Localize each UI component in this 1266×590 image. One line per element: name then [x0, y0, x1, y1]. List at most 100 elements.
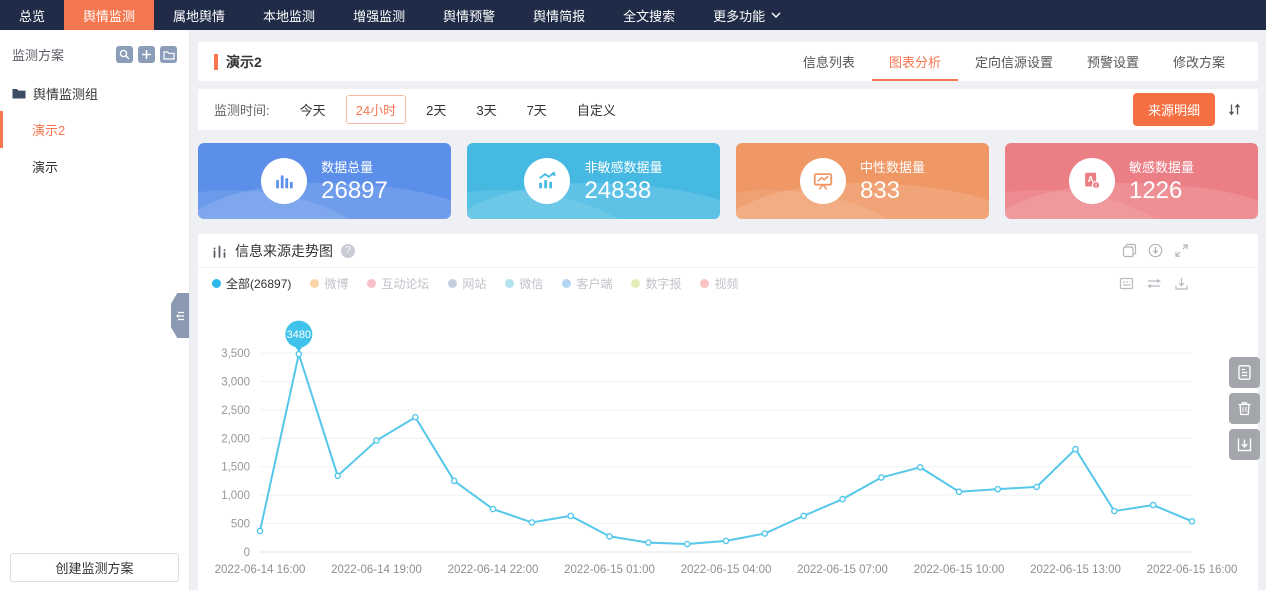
title-accent-bar — [214, 53, 218, 70]
stat-label: 非敏感数据量 — [584, 160, 663, 176]
plus-icon[interactable] — [138, 46, 155, 63]
svg-text:2022-06-15 16:00: 2022-06-15 16:00 — [1147, 564, 1238, 576]
svg-text:2,500: 2,500 — [221, 405, 250, 417]
search-icon[interactable] — [116, 46, 133, 63]
filter-panel: 监测时间: 今天 24小时 2天 3天 7天 自定义 来源明细 — [198, 89, 1258, 130]
tab-label: 信息列表 — [802, 55, 855, 70]
time-option-2d[interactable]: 2天 — [426, 103, 447, 118]
legend-item-all[interactable]: 全部(26897) — [212, 275, 291, 292]
legend-label: 微博 — [324, 276, 349, 291]
copy-icon[interactable] — [1122, 243, 1137, 258]
nav-item-fulltext-search[interactable]: 全文搜索 — [604, 0, 694, 30]
sidebar-item-demo2[interactable]: 演示2 — [0, 111, 189, 148]
legend-dot — [700, 278, 710, 288]
source-detail-button[interactable]: 来源明细 — [1132, 93, 1215, 126]
tab-modify-plan[interactable]: 修改方案 — [1156, 42, 1242, 81]
filter-label: 监测时间: — [214, 103, 270, 118]
legend-dot — [631, 278, 641, 288]
nav-item-more-features[interactable]: 更多功能 — [694, 0, 800, 30]
stat-label: 敏感数据量 — [1128, 160, 1194, 176]
tab-alert-settings[interactable]: 预警设置 — [1070, 42, 1156, 81]
folder-icon[interactable] — [160, 46, 177, 63]
svg-text:2022-06-15 10:00: 2022-06-15 10:00 — [914, 564, 1005, 576]
svg-text:500: 500 — [231, 519, 250, 531]
svg-text:2022-06-15 04:00: 2022-06-15 04:00 — [681, 564, 772, 576]
sensitive-doc-icon: A — [1068, 158, 1115, 204]
nav-label: 属地舆情 — [173, 8, 226, 24]
tab-source-settings[interactable]: 定向信源设置 — [958, 42, 1070, 81]
report-icon[interactable] — [1229, 357, 1260, 388]
time-option-custom[interactable]: 自定义 — [576, 103, 616, 118]
tab-label: 图表分析 — [888, 55, 941, 70]
legend-label: 网站 — [462, 276, 487, 291]
expand-icon[interactable] — [1174, 243, 1189, 258]
download-circle-icon[interactable] — [1148, 243, 1163, 258]
nav-item-opinion-brief[interactable]: 舆情简报 — [514, 0, 604, 30]
nav-item-local-opinion[interactable]: 属地舆情 — [154, 0, 244, 30]
sidebar-title: 监测方案 — [12, 48, 65, 63]
download-icon[interactable] — [1229, 429, 1260, 460]
nav-item-enhanced-monitor[interactable]: 增强监测 — [334, 0, 424, 30]
legend-dot — [212, 278, 221, 288]
stat-label: 中性数据量 — [859, 160, 925, 176]
nav-item-local-monitor[interactable]: 本地监测 — [244, 0, 334, 30]
data-view-icon[interactable] — [1119, 276, 1134, 291]
help-icon[interactable]: ? — [341, 243, 355, 258]
nav-item-opinion-alert[interactable]: 舆情预警 — [424, 0, 514, 30]
legend-item-video[interactable]: 视频 — [700, 275, 738, 292]
sidebar-collapse-handle[interactable] — [171, 293, 189, 338]
svg-text:1,500: 1,500 — [221, 462, 250, 474]
sidebar-group-label: 舆情监测组 — [33, 87, 99, 102]
legend-dot — [562, 278, 572, 288]
sidebar-item-demo[interactable]: 演示 — [0, 148, 189, 185]
nav-label: 总览 — [19, 8, 46, 24]
presentation-chart-icon — [799, 158, 846, 204]
swap-icon[interactable] — [1146, 276, 1162, 291]
save-image-icon[interactable] — [1174, 276, 1189, 291]
legend-dot — [448, 278, 458, 288]
legend-item-wechat[interactable]: 微信 — [505, 275, 543, 292]
legend-item-website[interactable]: 网站 — [448, 275, 486, 292]
stat-label: 数据总量 — [321, 160, 374, 176]
time-option-3d[interactable]: 3天 — [476, 103, 497, 118]
svg-text:A: A — [1088, 175, 1094, 184]
svg-text:3,000: 3,000 — [221, 376, 250, 388]
sort-icon[interactable] — [1227, 102, 1242, 117]
page-header-panel: 演示2 信息列表 图表分析 定向信源设置 预警设置 修改方案 — [198, 42, 1258, 81]
legend-item-digital-paper[interactable]: 数字报 — [631, 275, 681, 292]
nav-item-opinion-monitor[interactable]: 舆情监测 — [64, 0, 155, 30]
trash-icon[interactable] — [1229, 393, 1260, 424]
stat-value: 26897 — [321, 177, 388, 205]
svg-text:2022-06-14 19:00: 2022-06-14 19:00 — [331, 564, 422, 576]
nav-label: 更多功能 — [713, 8, 766, 24]
chart-legend: 全部(26897) 微博 互动论坛 网站 微信 客户端 数字报 视频 — [198, 268, 1258, 298]
trend-line-chart[interactable]: 0 500 1,000 1,500 2,000 2,500 3,000 3,500 2022-0… — [202, 298, 1250, 582]
chevron-down-icon — [771, 12, 781, 18]
stat-value: 1226 — [1128, 177, 1183, 205]
chart-title-icon — [212, 244, 227, 258]
legend-label: 全部(26897) — [226, 276, 292, 291]
tab-info-list[interactable]: 信息列表 — [786, 42, 872, 81]
legend-item-forum[interactable]: 互动论坛 — [367, 275, 429, 292]
create-plan-button[interactable]: 创建监测方案 — [10, 553, 179, 582]
time-option-24h[interactable]: 24小时 — [345, 95, 407, 124]
stat-value: 24838 — [584, 177, 652, 205]
main-content: 演示2 信息列表 图表分析 定向信源设置 预警设置 修改方案 监测时间: 今天 … — [198, 30, 1258, 590]
nav-label: 本地监测 — [263, 8, 316, 24]
stat-card-non-sensitive: 非敏感数据量 24838 — [467, 143, 720, 219]
legend-dot — [310, 278, 320, 288]
sidebar-group-opinion-monitor[interactable]: 舆情监测组 — [0, 76, 189, 111]
time-option-7d[interactable]: 7天 — [526, 103, 547, 118]
tab-chart-analysis[interactable]: 图表分析 — [872, 42, 958, 81]
legend-label: 互动论坛 — [381, 276, 430, 291]
legend-item-client[interactable]: 客户端 — [562, 275, 612, 292]
tab-label: 定向信源设置 — [974, 55, 1053, 70]
bar-chart-icon — [261, 158, 308, 204]
nav-item-overview[interactable]: 总览 — [0, 0, 64, 30]
nav-label: 舆情简报 — [533, 8, 586, 24]
nav-label: 舆情监测 — [83, 8, 136, 24]
plan-label: 演示2 — [32, 123, 66, 138]
tab-label: 修改方案 — [1172, 55, 1225, 70]
time-option-today[interactable]: 今天 — [299, 103, 326, 118]
legend-item-weibo[interactable]: 微博 — [310, 275, 348, 292]
